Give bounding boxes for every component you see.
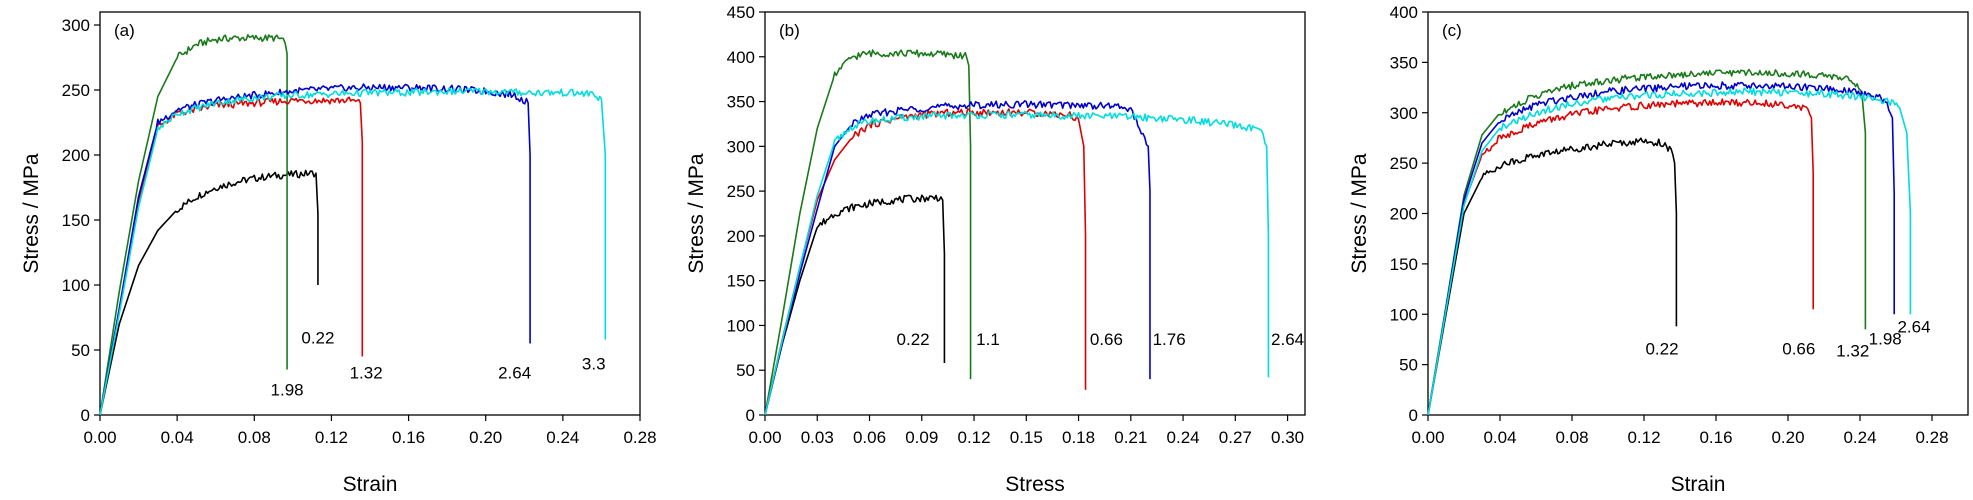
x-tick-label: 0.12: [957, 428, 990, 447]
y-tick-label: 400: [1390, 3, 1418, 22]
y-tick-label: 150: [1390, 255, 1418, 274]
series-end-label: 1.76: [1153, 330, 1186, 349]
x-tick-label: 0.15: [1010, 428, 1043, 447]
x-tick-label: 0.04: [161, 428, 194, 447]
panel-a: 0.00 0.04 0.08 0.12 0.16 0.20 0.24 0.28 0 50 100 15…: [20, 11, 657, 496]
x-tick-label: 0.04: [1483, 428, 1516, 447]
series-end-label: 1.1: [976, 330, 1000, 349]
y-tick-label: 200: [1390, 205, 1418, 224]
y-tick-label: 150: [62, 211, 90, 230]
x-tick-label: 0.00: [1411, 428, 1444, 447]
series-end-label: 1.98: [271, 381, 304, 400]
panel-label: (a): [114, 21, 135, 40]
series-end-label: 0.22: [1645, 340, 1678, 359]
y-axis-title: Stress / MPa: [685, 153, 708, 274]
y-tick-label: 400: [727, 48, 755, 67]
y-tick-label: 100: [1390, 305, 1418, 324]
panel-label: (b): [779, 21, 800, 40]
x-tick-label: 0.03: [801, 428, 834, 447]
x-tick-label: 0.16: [1699, 428, 1732, 447]
series-line-1-32: [99, 96, 364, 416]
plot-frame: [764, 11, 1306, 416]
x-tick-label: 0.24: [1843, 428, 1876, 447]
y-tick-label: 300: [727, 137, 755, 156]
x-tick-label: 0.08: [1555, 428, 1588, 447]
y-tick-label: 250: [62, 81, 90, 100]
y-tick-label: 450: [727, 3, 755, 22]
series-end-label: 0.66: [1090, 330, 1123, 349]
series-line-0-22: [764, 194, 946, 416]
series-end-label: 0.66: [1782, 340, 1815, 359]
series-end-label: 2.64: [1271, 330, 1304, 349]
y-axis-title: Stress / MPa: [1348, 153, 1371, 274]
x-tick-label: 0.00: [83, 428, 116, 447]
y-tick-label: 0: [81, 406, 90, 425]
y-tick-label: 350: [1390, 53, 1418, 72]
series-end-label: 0.22: [897, 330, 930, 349]
series-line-3-3: [99, 87, 607, 416]
panel-b: 0.00 0.03 0.06 0.09 0.12 0.15 0.18 0.21 0.24 0.27…: [685, 3, 1306, 496]
x-tick-label: 0.27: [1219, 428, 1252, 447]
series-end-label: 1.98: [1869, 329, 1902, 348]
series-end-label: 3.3: [582, 355, 606, 374]
series-line-1-32: [1427, 68, 1867, 416]
y-tick-label: 250: [727, 182, 755, 201]
y-tick-label: 350: [727, 93, 755, 112]
x-axis-title: Stress: [1005, 473, 1065, 496]
series-end-label: 0.22: [301, 329, 334, 348]
series-line-1-98: [1427, 81, 1895, 416]
plot-frame: [99, 11, 641, 416]
series-end-label: 2.64: [1897, 317, 1930, 336]
y-tick-label: 0: [1409, 406, 1418, 425]
panel-c: 0.00 0.04 0.08 0.12 0.16 0.20 0.24 0.28 0 50 100 15…: [1348, 3, 1969, 496]
y-tick-label: 200: [727, 227, 755, 246]
series-line-1-98: [99, 34, 288, 416]
y-tick-label: 150: [727, 272, 755, 291]
x-tick-label: 0.28: [623, 428, 656, 447]
y-axis-title: Stress / MPa: [20, 153, 43, 274]
x-tick-label: 0.12: [315, 428, 348, 447]
series-line-1-76: [764, 100, 1151, 416]
series-line-2-64: [99, 83, 531, 416]
series-end-label: 1.32: [350, 364, 383, 383]
plot-frame: [1427, 11, 1969, 416]
y-tick-label: 300: [62, 16, 90, 35]
y-tick-label: 50: [1399, 356, 1418, 375]
y-tick-label: 100: [62, 276, 90, 295]
x-tick-label: 0.24: [1167, 428, 1200, 447]
x-tick-label: 0.20: [1771, 428, 1804, 447]
series-line-0-66: [764, 108, 1087, 416]
y-tick-label: 200: [62, 146, 90, 165]
x-tick-label: 0.28: [1915, 428, 1948, 447]
y-tick-label: 0: [746, 406, 755, 425]
y-tick-label: 250: [1390, 154, 1418, 173]
series-line-0-22: [99, 169, 319, 416]
series-line-0-66: [1427, 98, 1814, 416]
series-end-label: 1.32: [1836, 342, 1869, 361]
x-tick-label: 0.08: [238, 428, 271, 447]
series-line-0-22: [1427, 137, 1678, 416]
series-line-2-64: [1427, 87, 1912, 416]
x-tick-label: 0.24: [546, 428, 579, 447]
y-tick-label: 300: [1390, 104, 1418, 123]
y-tick-label: 50: [71, 341, 90, 360]
y-tick-label: 100: [727, 316, 755, 335]
x-tick-label: 0.09: [905, 428, 938, 447]
x-tick-label: 0.16: [392, 428, 425, 447]
x-tick-label: 0.00: [748, 428, 781, 447]
x-axis-title: Strain: [1671, 473, 1726, 496]
series-end-label: 2.64: [498, 364, 531, 383]
series-line-1-1: [764, 49, 972, 416]
x-tick-label: 0.21: [1114, 428, 1147, 447]
x-axis-title: Strain: [343, 473, 398, 496]
x-tick-label: 0.06: [853, 428, 886, 447]
x-tick-label: 0.20: [469, 428, 502, 447]
x-tick-label: 0.12: [1627, 428, 1660, 447]
x-tick-label: 0.30: [1271, 428, 1304, 447]
series-line-2-64: [764, 110, 1270, 416]
y-tick-label: 50: [736, 361, 755, 380]
x-tick-label: 0.18: [1062, 428, 1095, 447]
panel-label: (c): [1442, 21, 1462, 40]
